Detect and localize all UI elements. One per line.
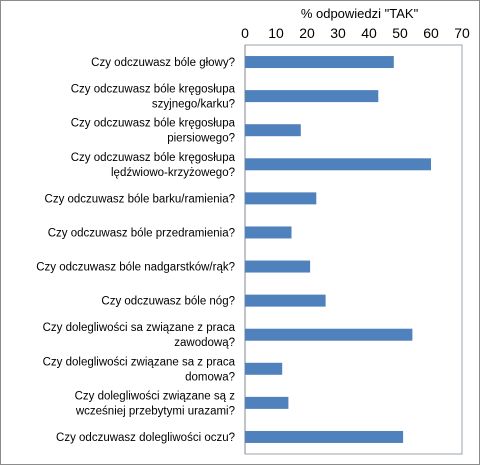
x-tick-label: 30 [330, 25, 346, 41]
category-label: Czy odczuwasz bóle kręgosłupa [71, 118, 236, 130]
category-label: Czy odczuwasz bóle nóg? [101, 296, 235, 308]
x-tick-label: 0 [241, 25, 249, 41]
category-label: szyjnego/karku? [152, 99, 235, 111]
bar [245, 226, 292, 239]
category-label: wcześniej przebytymi urazami? [75, 405, 235, 417]
category-label: Czy dolegliwości sa związane z praca [43, 322, 236, 334]
bar [245, 260, 311, 273]
category-label: Czy odczuwasz bóle nadgarstków/rąk? [36, 262, 235, 274]
bar [245, 192, 317, 205]
bar [245, 56, 394, 69]
x-tick-label: 60 [423, 25, 439, 41]
category-label: piersiowego? [167, 133, 235, 145]
category-label: Czy odczuwasz bóle kręgosłupa [71, 152, 236, 164]
x-tick-label: 10 [268, 25, 284, 41]
category-label: zawodową? [174, 337, 235, 349]
category-label: domowa? [185, 371, 235, 383]
category-label: Czy dolegliwości związane są z [75, 390, 236, 402]
bar [245, 158, 431, 171]
bar [245, 90, 379, 103]
bar [245, 362, 283, 375]
category-label: Czy odczuwasz bóle barku/ramienia? [45, 193, 235, 205]
category-label: Czy odczuwasz dolegliwości oczu? [56, 432, 235, 444]
category-label: Czy odczuwasz bóle głowy? [91, 57, 235, 69]
category-label: lędźwiowo-krzyżowego? [111, 167, 235, 179]
bar [245, 124, 301, 137]
x-tick-label: 20 [299, 25, 315, 41]
category-label: Czy odczuwasz bóle przedramienia? [48, 227, 235, 239]
category-label: Czy dolegliwości związane sa z praca [43, 356, 236, 368]
x-tick-label: 40 [361, 25, 377, 41]
x-tick-label: 70 [454, 25, 470, 41]
x-axis-title: % odpowiedzi "TAK" [301, 6, 419, 21]
bar [245, 396, 289, 409]
category-label: Czy odczuwasz bóle kręgosłupa [71, 84, 236, 96]
x-tick-label: 50 [392, 25, 408, 41]
plot-area-border [244, 44, 463, 455]
bar [245, 430, 404, 443]
bar [245, 328, 413, 341]
bar [245, 294, 326, 307]
